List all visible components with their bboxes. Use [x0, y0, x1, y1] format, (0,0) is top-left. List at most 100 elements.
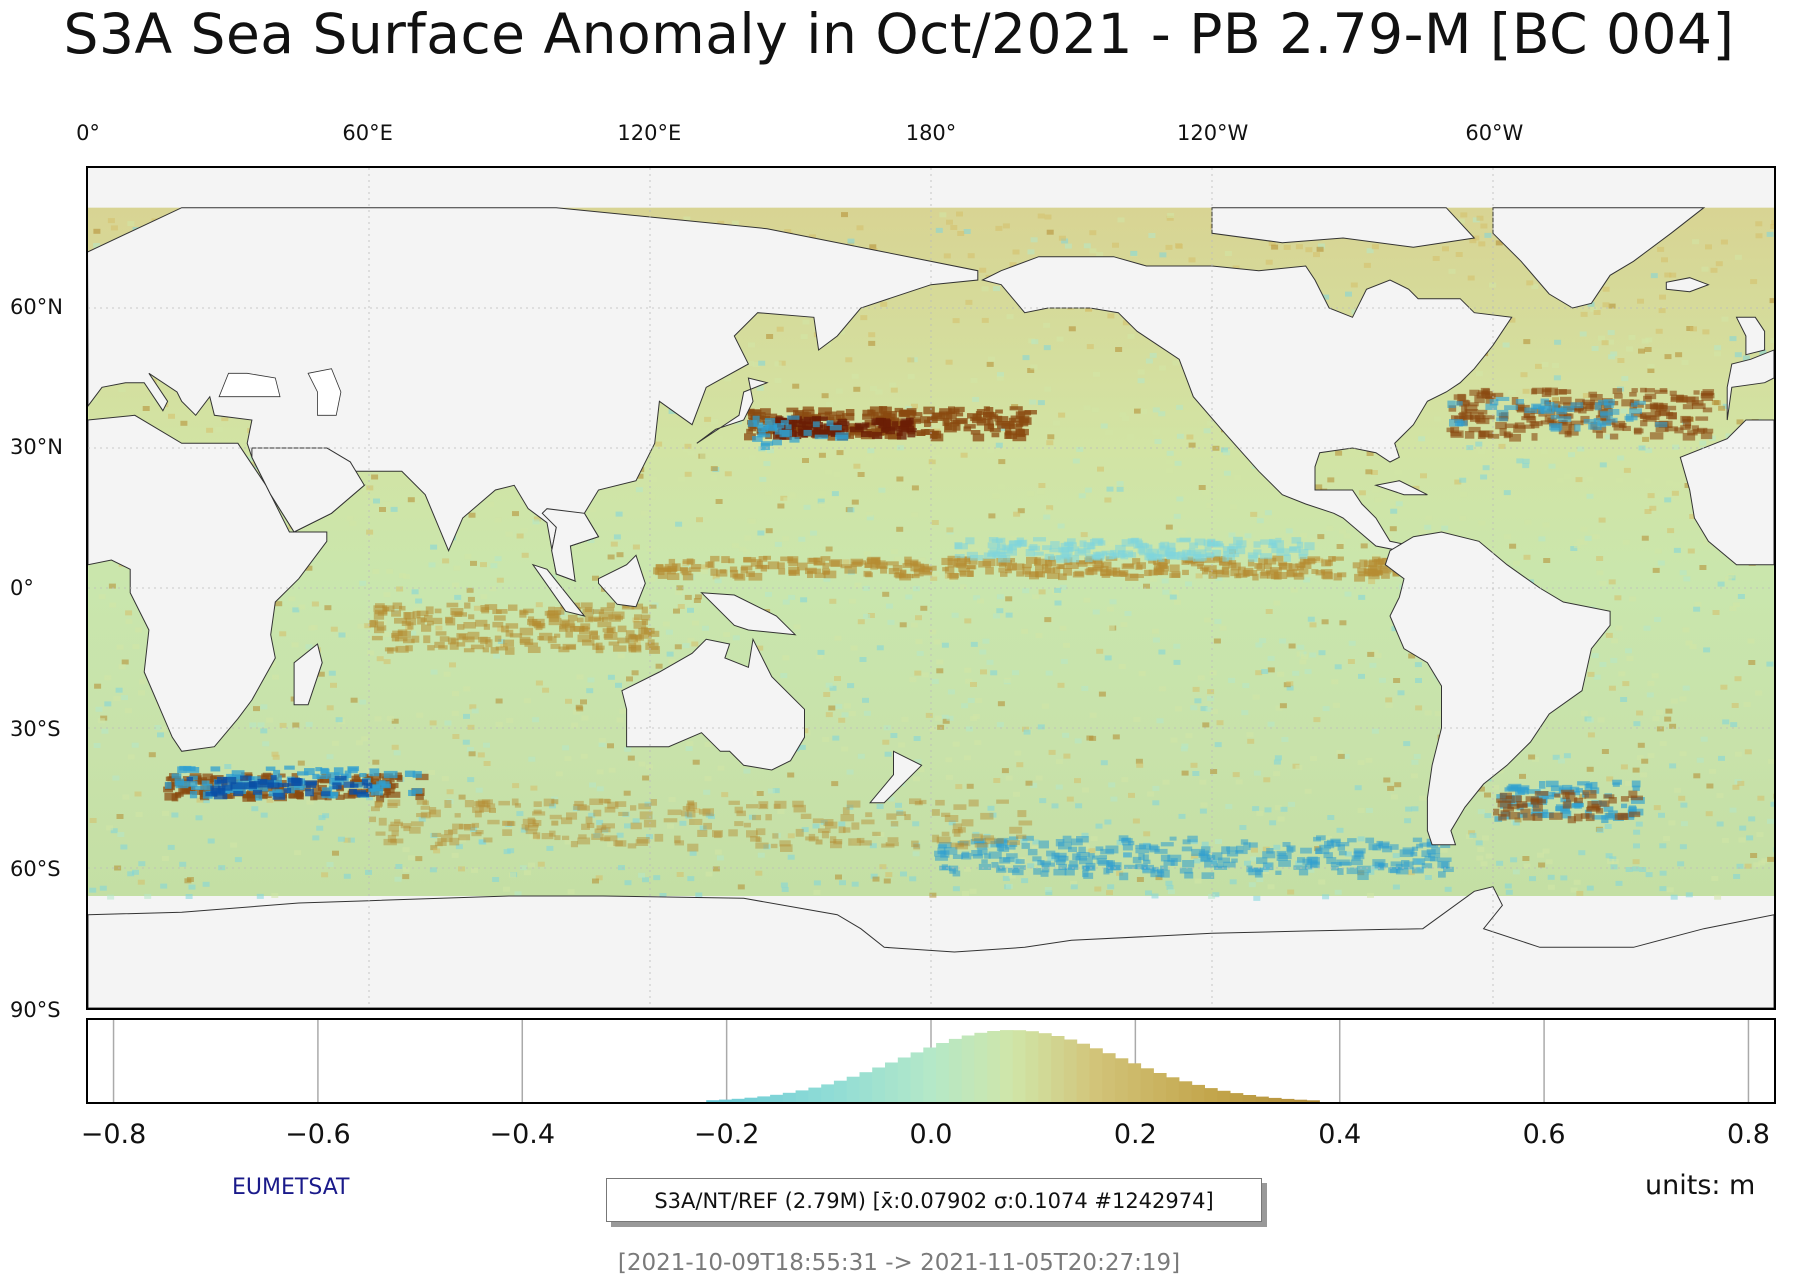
histogram-bar	[770, 1094, 784, 1102]
borneo-land	[598, 554, 646, 608]
histogram-bar	[936, 1043, 950, 1102]
statistics-legend: S3A/NT/REF (2.79M) [x̄:0.07902 σ:0.1074 …	[606, 1178, 1262, 1222]
cuba-land	[1373, 480, 1428, 496]
histogram-bar	[1217, 1090, 1231, 1102]
lon-label: 60°W	[1465, 121, 1524, 145]
histogram-bar	[1102, 1053, 1116, 1102]
anomaly-histogram	[112, 1020, 1750, 1102]
africa-land	[88, 414, 328, 752]
australia-land	[621, 637, 805, 771]
newguinea-land	[700, 592, 797, 636]
caspian-sea	[307, 368, 342, 416]
map-title: S3A Sea Surface Anomaly in Oct/2021 - PB…	[63, 2, 1735, 66]
lat-label: 60°S	[10, 857, 61, 882]
date-range-label: [2021-10-09T18:55:31 -> 2021-11-05T20:27…	[617, 1250, 1181, 1276]
histogram-bar	[1000, 1030, 1014, 1102]
histogram-panel	[86, 1018, 1776, 1104]
greenland-land	[1492, 207, 1706, 309]
histogram-bar	[910, 1052, 924, 1102]
histogram-bar	[923, 1047, 937, 1102]
eumetsat-logo-text: EUMETSAT	[232, 1175, 350, 1200]
histogram-bar	[885, 1062, 899, 1102]
histogram-bars	[706, 1030, 1320, 1102]
lon-label: 120°E	[617, 121, 682, 145]
histogram-bar	[1012, 1030, 1027, 1102]
histogram-bar	[1281, 1098, 1295, 1102]
map-gridlines	[88, 168, 1774, 1008]
lat-label: 90°S	[10, 998, 61, 1022]
histogram-bar	[782, 1092, 797, 1102]
histogram-bar	[821, 1084, 835, 1102]
histogram-bar	[1268, 1097, 1282, 1102]
south-america-land	[1384, 531, 1611, 846]
madagascar-land	[293, 643, 323, 706]
black-sea-area	[218, 372, 281, 398]
histogram-bar	[1076, 1043, 1090, 1102]
histogram-bar	[987, 1031, 1001, 1102]
north-america-land	[981, 256, 1513, 552]
hist-tick-label: −0.6	[285, 1119, 351, 1150]
histogram-bar	[1204, 1088, 1218, 1102]
histogram-bar	[961, 1035, 976, 1102]
europe-west-land	[1726, 349, 1774, 421]
lon-label: 60°E	[342, 121, 393, 145]
land-masses	[88, 207, 1774, 1008]
histogram-bar	[1114, 1058, 1129, 1102]
histogram-bar	[1229, 1093, 1244, 1102]
histogram-bar	[719, 1099, 733, 1102]
histogram-bar	[1166, 1077, 1180, 1102]
histogram-bar	[872, 1067, 886, 1102]
histogram-bar	[846, 1076, 861, 1102]
histogram-bar	[744, 1097, 758, 1102]
histogram-bar	[974, 1032, 988, 1102]
histogram-bar	[1063, 1039, 1078, 1102]
hist-tick-label: 0.2	[1113, 1119, 1157, 1150]
histogram-bar	[1306, 1100, 1320, 1102]
histogram-bar	[706, 1100, 720, 1102]
histogram-bar	[795, 1090, 809, 1102]
hist-tick-label: −0.4	[489, 1119, 556, 1150]
histogram-bar	[731, 1098, 746, 1102]
histogram-bar	[1178, 1081, 1193, 1102]
histogram-bar	[1089, 1048, 1103, 1102]
hist-tick-label: 0.8	[1726, 1119, 1770, 1150]
histogram-bar	[1242, 1095, 1257, 1102]
lat-label: 0°	[10, 576, 34, 600]
newzealand-land	[869, 750, 923, 804]
lon-label: 120°W	[1176, 121, 1249, 145]
histogram-bar	[1025, 1031, 1039, 1102]
histogram-bar	[833, 1080, 848, 1102]
japan-land	[696, 377, 769, 444]
histogram-bar	[1051, 1036, 1065, 1102]
sumatra-land	[531, 563, 586, 617]
histogram-bar	[1293, 1099, 1308, 1102]
histogram-bar	[1191, 1084, 1205, 1102]
hist-tick-label: −0.8	[80, 1119, 147, 1150]
histogram-bar	[1153, 1073, 1167, 1102]
histogram-bar	[859, 1072, 873, 1102]
histogram-bar	[1127, 1063, 1142, 1102]
lon-label: 0°	[76, 121, 100, 145]
lat-label: 30°S	[10, 716, 61, 741]
antarctica-land	[88, 886, 1774, 1008]
canada-arctic-land	[1211, 207, 1476, 248]
histogram-bar	[897, 1057, 912, 1102]
histogram-bar	[1140, 1068, 1154, 1102]
hist-tick-label: 0.4	[1318, 1119, 1362, 1150]
hist-tick-label: 0.0	[909, 1119, 953, 1150]
map-panel[interactable]	[86, 166, 1776, 1010]
indochina-land	[541, 508, 600, 582]
lat-label: 60°N	[10, 294, 63, 319]
sea-surface-anomaly-map	[88, 168, 1774, 1008]
histogram-bar	[1255, 1096, 1269, 1102]
histogram-bar	[948, 1038, 963, 1102]
histogram-bar	[1038, 1033, 1052, 1102]
africa-west-land	[1679, 419, 1774, 566]
hist-tick-label: −0.2	[693, 1119, 760, 1150]
lon-label: 180°	[905, 121, 957, 145]
uk-land	[1735, 316, 1766, 356]
iceland-land	[1665, 277, 1710, 293]
histogram-bar	[757, 1096, 771, 1102]
hist-tick-label: 0.6	[1522, 1119, 1566, 1150]
units-label: units: m	[1645, 1170, 1756, 1201]
